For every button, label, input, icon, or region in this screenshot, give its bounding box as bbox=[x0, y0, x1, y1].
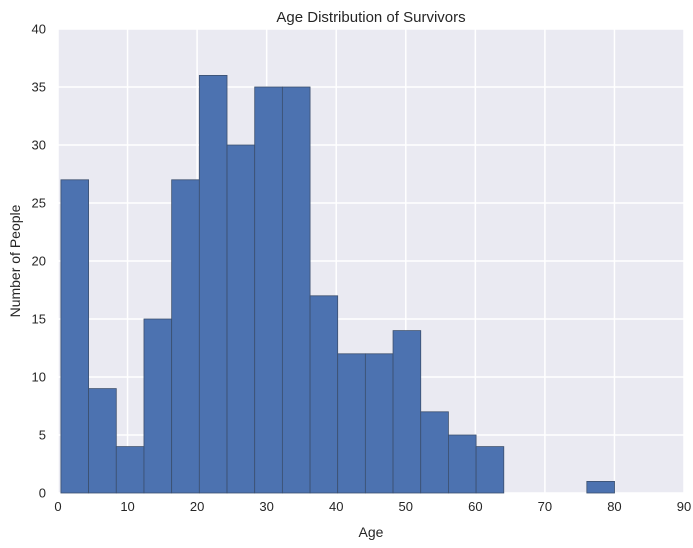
histogram-bar bbox=[198, 75, 228, 494]
histogram-bar bbox=[281, 86, 311, 494]
y-tick-label: 30 bbox=[32, 138, 46, 153]
histogram-bar bbox=[337, 353, 366, 494]
y-tick-label: 20 bbox=[32, 254, 46, 269]
histogram-bar bbox=[171, 179, 200, 494]
histogram-bar bbox=[254, 86, 283, 494]
histogram-bar bbox=[586, 480, 615, 494]
x-tick-label: 40 bbox=[329, 499, 343, 514]
histogram-bar bbox=[475, 446, 505, 494]
histogram-bar bbox=[143, 318, 173, 494]
x-tick-label: 30 bbox=[259, 499, 273, 514]
y-tick-label: 15 bbox=[32, 312, 46, 327]
histogram-bar bbox=[309, 295, 339, 494]
x-tick-label: 80 bbox=[607, 499, 621, 514]
x-tick-label: 50 bbox=[399, 499, 413, 514]
bars-group bbox=[60, 75, 615, 494]
histogram-bar bbox=[448, 434, 477, 494]
x-tick-labels: 0 10 20 30 40 50 60 70 80 90 bbox=[54, 499, 691, 514]
x-tick-label: 70 bbox=[538, 499, 552, 514]
y-axis-label: Number of People bbox=[7, 204, 23, 317]
histogram-bar bbox=[88, 388, 117, 494]
y-tick-labels: 0 5 10 15 20 25 30 35 40 bbox=[32, 22, 46, 501]
histogram-bar bbox=[364, 353, 394, 494]
y-tick-label: 25 bbox=[32, 196, 46, 211]
y-tick-label: 10 bbox=[32, 370, 46, 385]
x-tick-label: 0 bbox=[54, 499, 61, 514]
y-tick-label: 0 bbox=[39, 486, 46, 501]
x-tick-label: 20 bbox=[190, 499, 204, 514]
y-tick-label: 40 bbox=[32, 22, 46, 37]
x-tick-label: 60 bbox=[468, 499, 482, 514]
histogram-bar bbox=[392, 330, 422, 494]
y-tick-label: 35 bbox=[32, 80, 46, 95]
histogram-bar bbox=[60, 179, 90, 494]
x-axis-label: Age bbox=[359, 524, 384, 540]
x-tick-label: 10 bbox=[120, 499, 134, 514]
y-tick-label: 5 bbox=[39, 428, 46, 443]
x-tick-label: 90 bbox=[677, 499, 691, 514]
chart-title: Age Distribution of Survivors bbox=[276, 9, 465, 26]
histogram-bar bbox=[115, 446, 145, 494]
histogram-bar bbox=[226, 144, 256, 494]
histogram-bar bbox=[420, 411, 449, 494]
